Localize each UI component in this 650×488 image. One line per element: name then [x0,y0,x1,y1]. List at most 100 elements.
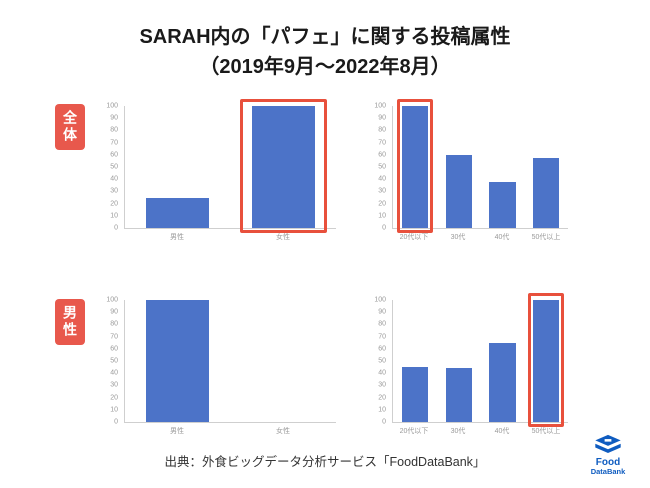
y-tick-label: 20 [110,200,118,208]
y-tick-label: 0 [382,418,386,426]
x-category-label: 40代 [494,234,510,241]
x-category-label: 30代 [450,428,466,435]
bar [146,300,210,422]
plot-area [392,293,568,427]
x-axis-labels: 20代以下 30代 40代 50代以上 [392,229,568,247]
x-axis-labels: 男性 女性 [124,423,336,441]
y-tick-label: 70 [378,139,386,147]
y-tick-label: 30 [110,187,118,195]
y-tick-label: 30 [378,187,386,195]
x-category-label: 20代以下 [399,234,429,241]
bar-slot [125,106,231,228]
y-tick-label: 70 [110,139,118,147]
y-axis: 100 90 80 70 60 50 40 30 20 10 0 [366,296,392,426]
y-tick-label: 20 [110,394,118,402]
bar [401,367,428,422]
y-tick-label: 10 [110,212,118,220]
plot-wrap: 20代以下 30代 40代 50代以上 [392,99,568,247]
database-layers-icon [580,434,636,456]
bar [401,106,428,228]
y-tick-label: 80 [110,320,118,328]
y-tick-label: 100 [374,296,386,304]
bar-slot [437,106,481,228]
y-tick-label: 50 [378,357,386,365]
y-tick-label: 80 [110,126,118,134]
x-category-label: 30代 [450,234,466,241]
chart-male-gender: 100 90 80 70 60 50 40 30 20 10 0 男性 女性 [98,296,336,441]
y-tick-label: 10 [378,406,386,414]
plot-area [392,99,568,233]
bar-slot [125,300,231,422]
y-tick-label: 60 [378,151,386,159]
y-tick-label: 30 [110,381,118,389]
title-line1: SARAH内の「パフェ」に関する投稿属性 [139,26,511,48]
y-tick-label: 50 [110,163,118,171]
chart-overall-gender: 100 90 80 70 60 50 40 30 20 10 0 男性 女性 [98,99,337,247]
y-tick-label: 60 [110,345,118,353]
x-category-label: 20代以下 [399,428,429,435]
y-axis: 100 90 80 70 60 50 40 30 20 10 0 [366,102,392,232]
plot-area [124,99,337,233]
bar-slot [437,300,481,422]
bar [146,197,210,228]
y-tick-label: 100 [374,102,386,110]
y-tick-label: 90 [378,308,386,316]
y-tick-label: 80 [378,126,386,134]
bar [489,181,516,228]
y-tick-label: 90 [110,114,118,122]
chart-male-age: 100 90 80 70 60 50 40 30 20 10 0 20代以下 30代 40代 50代以上 [366,293,568,441]
x-category-label: 男性 [170,234,184,241]
y-tick-label: 40 [110,369,118,377]
plot-wrap: 男性 女性 [124,99,337,247]
y-tick-label: 100 [106,296,118,304]
plot-area [124,300,336,423]
group-badge-male: 男性 [55,299,85,345]
plot-wrap: 男性 女性 [124,300,336,441]
logo-text-databank: DataBank [590,466,626,476]
x-category-label: 40代 [494,428,510,435]
bar-slot [524,106,568,228]
x-axis-labels: 20代以下 30代 40代 50代以上 [392,423,568,441]
bar-slot [481,106,525,228]
y-tick-label: 80 [378,320,386,328]
y-tick-label: 60 [110,151,118,159]
y-tick-label: 40 [378,369,386,377]
y-tick-label: 10 [110,406,118,414]
bar [533,300,560,422]
y-tick-label: 20 [378,394,386,402]
x-category-label: 男性 [170,428,184,435]
bar [251,106,315,228]
page-title: SARAH内の「パフェ」に関する投稿属性 （2019年9月〜2022年8月） [0,22,650,82]
y-tick-label: 100 [106,102,118,110]
y-tick-label: 0 [382,224,386,232]
bar-slot [524,293,568,427]
x-axis-labels: 男性 女性 [124,229,336,247]
y-tick-label: 40 [110,175,118,183]
y-tick-label: 20 [378,200,386,208]
y-tick-label: 0 [114,418,118,426]
bar-slot [481,300,525,422]
y-tick-label: 30 [378,381,386,389]
y-tick-label: 0 [114,224,118,232]
x-category-label: 50代以上 [531,428,561,435]
y-tick-label: 90 [378,114,386,122]
y-tick-label: 10 [378,212,386,220]
y-tick-label: 50 [110,357,118,365]
fooddatabank-logo: Food DataBank [580,434,636,476]
bar [533,158,560,228]
x-category-label: 女性 [276,428,290,435]
source-note: 出典：外食ビッグデータ分析サービス「FoodDataBank」 [164,455,486,469]
x-category-label: 50代以上 [531,234,561,241]
bar-slot [231,300,337,422]
y-tick-label: 70 [378,333,386,341]
plot-wrap: 20代以下 30代 40代 50代以上 [392,293,568,441]
y-axis: 100 90 80 70 60 50 40 30 20 10 0 [98,102,124,232]
y-tick-label: 50 [378,163,386,171]
chart-overall-age: 100 90 80 70 60 50 40 30 20 10 0 20代以下 30代 40代 50代以上 [366,99,568,247]
bar-slot [231,99,337,233]
y-tick-label: 60 [378,345,386,353]
group-badge-overall: 全体 [55,104,85,150]
y-tick-label: 40 [378,175,386,183]
bar-slot [393,300,437,422]
